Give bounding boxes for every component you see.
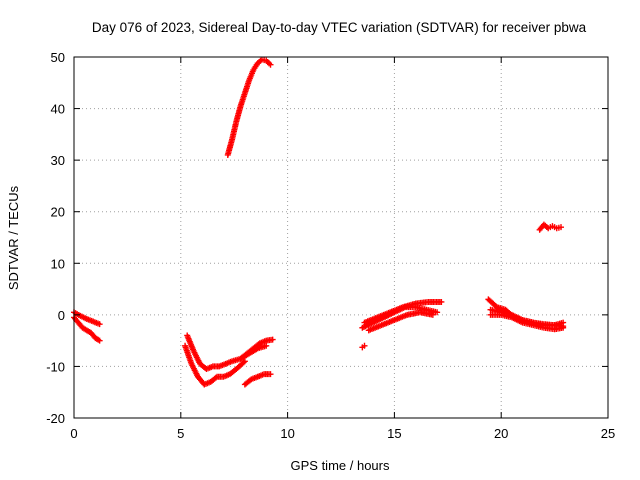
- y-tick-label: 30: [51, 153, 65, 168]
- series-arc-morning-b: [184, 332, 270, 373]
- data-point: [361, 342, 368, 349]
- plot-frame: [73, 56, 609, 419]
- data-point: [96, 337, 103, 344]
- series-arc-early-b: [71, 309, 103, 328]
- y-tick-label: 10: [51, 256, 65, 271]
- x-tick-label: 15: [387, 426, 401, 441]
- data-point: [267, 61, 274, 68]
- data-point: [269, 336, 276, 343]
- series-arc-early-a: [71, 314, 103, 344]
- data-points: [71, 56, 567, 388]
- data-point: [96, 321, 103, 328]
- series-arc-morning-c: [237, 336, 276, 362]
- y-tick-label: 40: [51, 102, 65, 117]
- series-arc-morning-a: [182, 342, 248, 388]
- series-arc-evening-c: [487, 306, 567, 330]
- series-arc-morning-d: [241, 371, 274, 388]
- x-tick-label: 25: [601, 426, 615, 441]
- data-point: [558, 224, 565, 231]
- y-tick-label: 0: [58, 308, 65, 323]
- series-arc-rising: [224, 56, 274, 158]
- series-arc-afternoon-c: [365, 309, 436, 334]
- y-tick-label: -20: [46, 411, 65, 426]
- y-axis-label: SDTVAR / TECUs: [6, 185, 21, 290]
- y-tick-label: 20: [51, 205, 65, 220]
- chart-title: Day 076 of 2023, Sidereal Day-to-day VTE…: [92, 20, 587, 35]
- x-tick-label: 5: [177, 426, 184, 441]
- data-point: [263, 342, 270, 349]
- axis-ticks: 0 5 10 15 20 25 -20 -10 0 10 20 30 40 50: [46, 50, 615, 441]
- data-point: [429, 311, 436, 318]
- data-point: [434, 309, 441, 316]
- data-point: [241, 358, 248, 365]
- y-tick-label: -10: [46, 359, 65, 374]
- grid-lines: [74, 57, 608, 418]
- x-axis-label: GPS time / hours: [291, 458, 390, 473]
- x-tick-label: 10: [280, 426, 294, 441]
- data-point: [212, 374, 219, 381]
- data-point: [240, 359, 247, 366]
- data-point: [267, 371, 274, 378]
- series-arc-evening-high: [536, 221, 565, 233]
- y-tick-label: 50: [51, 50, 65, 65]
- data-point: [438, 298, 445, 305]
- x-tick-label: 20: [494, 426, 508, 441]
- x-tick-label: 0: [70, 426, 77, 441]
- series-arc-afternoon-dot: [359, 342, 368, 351]
- data-point: [560, 323, 567, 330]
- series-arc-afternoon-b: [361, 298, 445, 326]
